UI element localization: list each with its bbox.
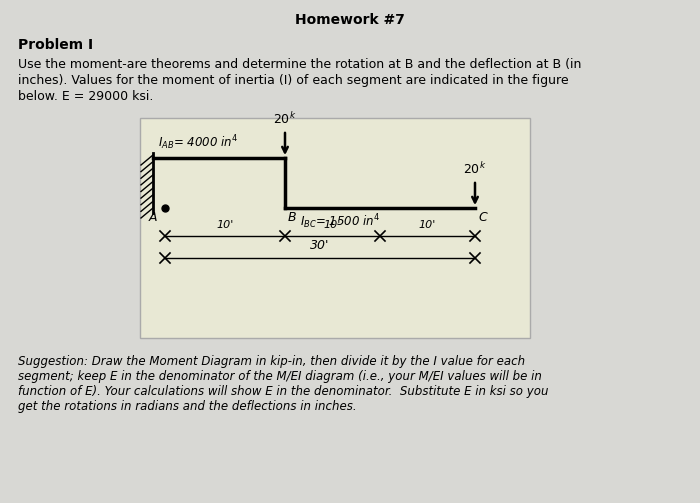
Text: $20^k$: $20^k$ [463, 161, 486, 177]
Text: below. E = 29000 ksi.: below. E = 29000 ksi. [18, 90, 153, 103]
Text: $20^k$: $20^k$ [273, 111, 297, 127]
Bar [140, 118, 530, 338]
Text: function of E). Your calculations will show E in the denominator.  Substitute E : function of E). Your calculations will s… [18, 385, 549, 398]
Text: 10': 10' [323, 220, 341, 230]
Text: A: A [148, 211, 157, 224]
Text: 30': 30' [310, 239, 330, 252]
Text: Suggestion: Draw the Moment Diagram in kip-in, then divide it by the I value for: Suggestion: Draw the Moment Diagram in k… [18, 355, 525, 368]
Text: 10': 10' [419, 220, 435, 230]
Text: 10': 10' [216, 220, 234, 230]
Text: get the rotations in radians and the deflections in inches.: get the rotations in radians and the def… [18, 400, 356, 413]
Text: Use the moment-are theorems and determine the rotation at B and the deflection a: Use the moment-are theorems and determin… [18, 58, 582, 71]
Text: segment; keep E in the denominator of the M/EI diagram (i.e., your M/EI values w: segment; keep E in the denominator of th… [18, 370, 542, 383]
Text: inches). Values for the moment of inertia (I) of each segment are indicated in t: inches). Values for the moment of inerti… [18, 74, 568, 87]
Text: $I_{AB}$= 4000 in$^4$: $I_{AB}$= 4000 in$^4$ [158, 133, 238, 152]
Text: B: B [288, 211, 297, 224]
Text: Homework #7: Homework #7 [295, 13, 405, 27]
Text: Problem I: Problem I [18, 38, 93, 52]
Text: C: C [478, 211, 486, 224]
Text: $I_{BC}$= 1500 in$^4$: $I_{BC}$= 1500 in$^4$ [300, 212, 380, 231]
